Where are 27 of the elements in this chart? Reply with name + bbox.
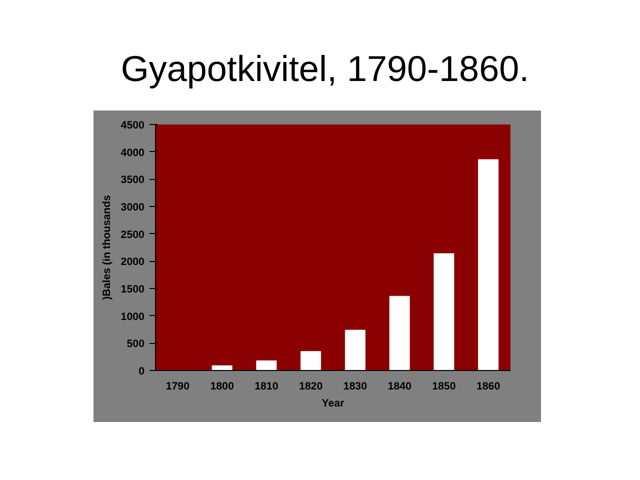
y-tick-label: 1000: [120, 310, 145, 323]
bar: [389, 296, 410, 370]
x-tick-label: 1830: [343, 380, 368, 392]
bar: [256, 360, 277, 370]
bar: [344, 330, 366, 370]
x-tick-label: 1860: [476, 380, 500, 392]
x-tick-label: 1810: [254, 380, 278, 392]
y-tick-label: 4000: [120, 146, 145, 159]
y-tick-label: 2000: [120, 256, 145, 268]
x-tick-label: 1840: [388, 380, 412, 392]
y-tick-label: 1500: [120, 284, 145, 296]
x-tick-label: 1850: [432, 380, 456, 392]
y-tick-label: 500: [126, 338, 145, 350]
chart-title: Gyapotkivitel, 1790-1860.: [120, 47, 530, 91]
bar: [300, 351, 322, 370]
y-tick-label: 3500: [120, 174, 145, 186]
bar: [478, 159, 499, 370]
x-tick-label: 1820: [298, 380, 323, 392]
y-tick-label: 0: [138, 366, 145, 378]
bar: [434, 253, 454, 370]
y-tick-label: 3000: [120, 202, 145, 214]
y-tick-label: 4500: [120, 120, 145, 132]
x-tick-label: 1800: [210, 380, 234, 392]
y-axis-title: )Bales (in thousands: [100, 195, 113, 300]
y-tick-label: 2500: [120, 228, 145, 241]
x-tick-label: 1790: [166, 380, 190, 392]
x-axis-title: Year: [322, 398, 344, 410]
